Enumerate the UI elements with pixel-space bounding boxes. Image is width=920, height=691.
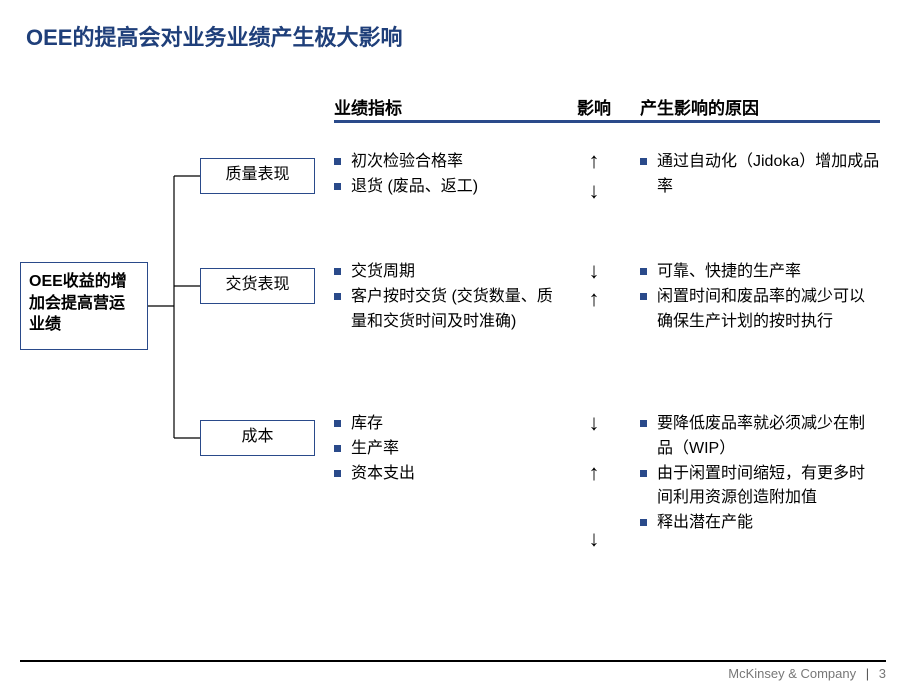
bullet-icon: [334, 420, 341, 427]
footer-page: 3: [879, 666, 886, 681]
section-cost: 库存生产率资本支出 ↓ ↑ ↓ 要降低废品率就必须减少在制品（WIP）由于闲置时间缩…: [334, 412, 880, 550]
section-quality: 初次检验合格率退货 (废品、返工) ↑↓ 通过自动化（Jidoka）增加成品率: [334, 150, 880, 202]
arrows-delivery: ↓↑: [564, 260, 624, 334]
metric-item: 生产率: [334, 437, 564, 462]
metric-item: 退货 (废品、返工): [334, 175, 564, 200]
reason-text: 通过自动化（Jidoka）增加成品率: [657, 150, 880, 200]
arrow-up-icon: ↑: [589, 288, 600, 310]
metric-text: 客户按时交货 (交货数量、质量和交货时间及时准确): [351, 285, 564, 335]
metrics-quality: 初次检验合格率退货 (废品、返工): [334, 150, 564, 202]
metric-item: 库存: [334, 412, 564, 437]
bullet-icon: [334, 183, 341, 190]
bullet-icon: [640, 293, 647, 300]
reason-text: 由于闲置时间缩短，有更多时间利用资源创造附加值: [657, 462, 880, 512]
metric-text: 库存: [351, 412, 383, 437]
bullet-icon: [334, 158, 341, 165]
reason-item: 通过自动化（Jidoka）增加成品率: [640, 150, 880, 200]
bullet-icon: [640, 158, 647, 165]
header-impact: 影响: [564, 94, 624, 119]
arrow-down-icon: ↓: [589, 528, 600, 550]
metric-text: 退货 (废品、返工): [351, 175, 478, 200]
section-delivery: 交货周期客户按时交货 (交货数量、质量和交货时间及时准确) ↓↑ 可靠、快捷的生…: [334, 260, 880, 334]
footer-company: McKinsey & Company: [728, 666, 856, 681]
reason-text: 要降低废品率就必须减少在制品（WIP）: [657, 412, 880, 462]
branch-box-cost: 成本: [200, 420, 315, 456]
bullet-icon: [334, 470, 341, 477]
footer-sep: |: [866, 666, 869, 681]
reasons-quality: 通过自动化（Jidoka）增加成品率: [624, 150, 880, 202]
metric-text: 交货周期: [351, 260, 415, 285]
reasons-delivery: 可靠、快捷的生产率闲置时间和废品率的减少可以确保生产计划的按时执行: [624, 260, 880, 334]
reason-item: 释出潜在产能: [640, 511, 880, 536]
arrow-down-icon: ↓: [589, 412, 600, 434]
metric-text: 初次检验合格率: [351, 150, 463, 175]
reasons-cost: 要降低废品率就必须减少在制品（WIP）由于闲置时间缩短，有更多时间利用资源创造附…: [624, 412, 880, 550]
arrow-up-icon: ↑: [589, 462, 600, 484]
slide-title: OEE的提高会对业务业绩产生极大影响: [0, 0, 920, 52]
metric-item: 客户按时交货 (交货数量、质量和交货时间及时准确): [334, 285, 564, 335]
metric-text: 生产率: [351, 437, 399, 462]
bullet-icon: [334, 293, 341, 300]
arrow-down-icon: ↓: [589, 260, 600, 282]
header-metric: 业绩指标: [334, 94, 564, 119]
reason-item: 可靠、快捷的生产率: [640, 260, 880, 285]
branch-box-delivery: 交货表现: [200, 268, 315, 304]
metric-text: 资本支出: [351, 462, 415, 487]
bullet-icon: [334, 445, 341, 452]
bullet-icon: [640, 470, 647, 477]
metric-item: 交货周期: [334, 260, 564, 285]
reason-text: 闲置时间和废品率的减少可以确保生产计划的按时执行: [657, 285, 880, 335]
arrows-quality: ↑↓: [564, 150, 624, 202]
arrow-down-icon: ↓: [589, 180, 600, 202]
header-reason: 产生影响的原因: [624, 94, 880, 119]
bullet-icon: [640, 268, 647, 275]
metrics-cost: 库存生产率资本支出: [334, 412, 564, 550]
metrics-delivery: 交货周期客户按时交货 (交货数量、质量和交货时间及时准确): [334, 260, 564, 334]
reason-item: 要降低废品率就必须减少在制品（WIP）: [640, 412, 880, 462]
root-box: OEE收益的增加会提高营运业绩: [20, 262, 148, 350]
footer: McKinsey & Company | 3: [20, 660, 886, 681]
bullet-icon: [640, 420, 647, 427]
table-header-row: 业绩指标 影响 产生影响的原因: [334, 94, 880, 119]
arrow-up-icon: ↑: [589, 150, 600, 172]
bullet-icon: [334, 268, 341, 275]
metric-item: 初次检验合格率: [334, 150, 564, 175]
bullet-icon: [640, 519, 647, 526]
reason-item: 由于闲置时间缩短，有更多时间利用资源创造附加值: [640, 462, 880, 512]
reason-text: 可靠、快捷的生产率: [657, 260, 801, 285]
branch-box-quality: 质量表现: [200, 158, 315, 194]
reason-text: 释出潜在产能: [657, 511, 753, 536]
arrows-cost: ↓ ↑ ↓: [564, 412, 624, 550]
reason-item: 闲置时间和废品率的减少可以确保生产计划的按时执行: [640, 285, 880, 335]
metric-item: 资本支出: [334, 462, 564, 487]
header-underline: [334, 120, 880, 123]
